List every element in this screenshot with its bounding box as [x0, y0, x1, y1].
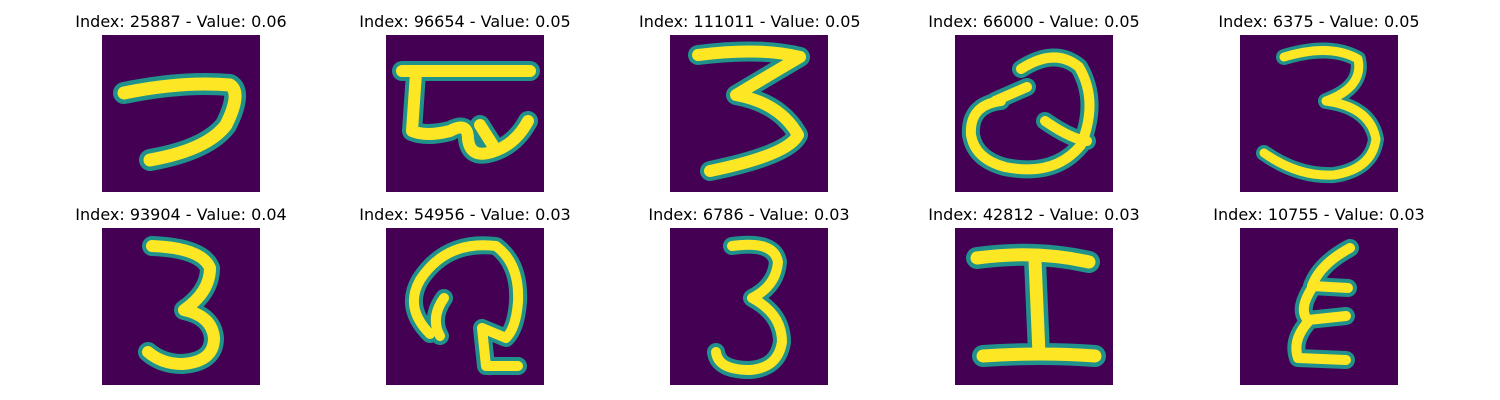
digit-image [670, 35, 828, 192]
panel-title: Index: 93904 - Value: 0.04 [75, 205, 287, 224]
digit-image [955, 228, 1113, 385]
digit-image [102, 35, 260, 192]
panel-title: Index: 6375 - Value: 0.05 [1218, 12, 1420, 31]
panel-title: Index: 10755 - Value: 0.03 [1213, 205, 1425, 224]
digit-image [670, 228, 828, 385]
panel-title: Index: 54956 - Value: 0.03 [359, 205, 571, 224]
digit-image [1240, 35, 1398, 192]
digit-image [386, 35, 544, 192]
panel-title: Index: 66000 - Value: 0.05 [928, 12, 1140, 31]
digit-image [1240, 228, 1398, 385]
digit-image [955, 35, 1113, 192]
panel-title: Index: 42812 - Value: 0.03 [928, 205, 1140, 224]
panel-title: Index: 96654 - Value: 0.05 [359, 12, 571, 31]
panel-title: Index: 111011 - Value: 0.05 [639, 12, 861, 31]
digit-image [102, 228, 260, 385]
digit-image [386, 228, 544, 385]
panel-title: Index: 6786 - Value: 0.03 [648, 205, 850, 224]
panel-title: Index: 25887 - Value: 0.06 [75, 12, 287, 31]
